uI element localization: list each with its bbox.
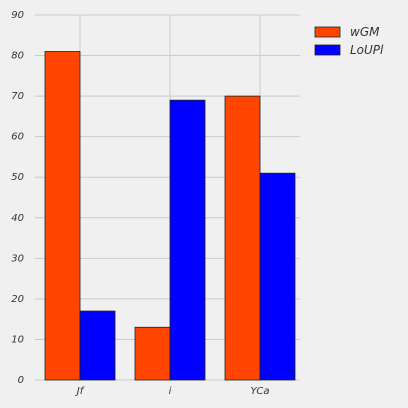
bar-wGM-Jf <box>44 51 81 381</box>
bar-wGM-YCa <box>224 95 261 381</box>
y-tick-label: 80 <box>11 51 24 62</box>
legend: wGM LoUPl <box>314 25 384 57</box>
y-tick-label: 0 <box>18 375 24 386</box>
bar-wGM-i <box>134 326 171 381</box>
bar-LoUPl-YCa <box>259 172 296 381</box>
x-tick-label: YCa <box>250 386 269 397</box>
x-tick-label: Jf <box>75 386 85 397</box>
bar-LoUPl-Jf <box>79 310 116 381</box>
y-tick-label: 70 <box>11 91 24 102</box>
legend-label: wGM <box>350 25 380 39</box>
bars <box>44 51 296 381</box>
y-tick-label: 20 <box>11 294 24 305</box>
legend-swatch <box>314 44 341 56</box>
y-tick-labels: 0 10 20 30 40 50 60 70 80 90 <box>11 10 24 386</box>
legend-swatch <box>314 26 341 38</box>
legend-label: LoUPl <box>350 43 384 57</box>
y-tick-label: 30 <box>11 253 24 264</box>
bar-LoUPl-i <box>169 99 206 381</box>
y-tick-label: 60 <box>11 132 24 143</box>
y-tick-label: 90 <box>11 10 24 21</box>
x-tick-label: i <box>169 386 172 397</box>
y-tick-label: 10 <box>11 334 24 345</box>
x-tick-labels: Jf i YCa <box>75 386 270 397</box>
y-tick-label: 40 <box>11 213 24 224</box>
y-tick-label: 50 <box>11 172 24 183</box>
